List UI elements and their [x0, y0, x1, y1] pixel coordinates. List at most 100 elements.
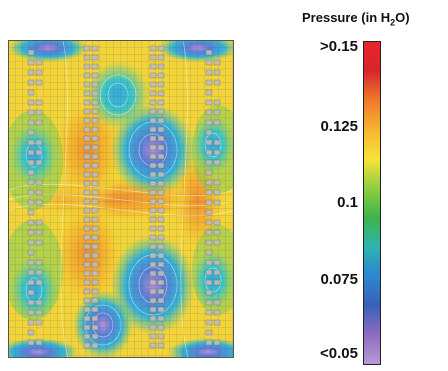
perforated-tile: [205, 269, 213, 276]
perforated-tile: [205, 229, 213, 236]
perforated-tile: [157, 81, 165, 88]
perforated-tile: [83, 99, 91, 106]
perforated-tile: [157, 99, 165, 106]
perforated-tile: [91, 135, 99, 142]
perforated-tile: [91, 180, 99, 187]
perforated-tile: [27, 269, 35, 276]
legend-title-end: O): [395, 10, 410, 25]
perforated-tile: [205, 289, 213, 296]
perforated-tile: [35, 59, 43, 66]
perforated-tile: [149, 243, 157, 250]
perforated-tile: [149, 63, 157, 70]
perforated-tile: [91, 117, 99, 124]
perforated-tile: [27, 129, 35, 136]
perforated-tile: [35, 149, 43, 156]
perforated-tile: [213, 199, 221, 206]
tick-label-0-1: 0.1: [337, 194, 358, 211]
perforated-tile: [149, 144, 157, 151]
perforated-tile: [83, 342, 91, 349]
perforated-tile: [91, 225, 99, 232]
perforated-tile: [91, 297, 99, 304]
perforated-tile: [213, 259, 221, 266]
perforated-tile: [149, 117, 157, 124]
perforated-tile: [83, 234, 91, 241]
perforated-tile: [205, 249, 213, 256]
perforated-tile: [27, 309, 35, 316]
perforated-tile: [83, 45, 91, 52]
perforated-tile: [83, 90, 91, 97]
perforated-tile: [149, 54, 157, 61]
perforated-tile: [27, 119, 35, 126]
perforated-tile: [213, 219, 221, 226]
perforated-tile: [149, 306, 157, 313]
perforated-tile: [27, 319, 35, 326]
perforated-tile: [91, 252, 99, 259]
tick-label-min: <0.05: [320, 345, 358, 362]
perforated-tile: [35, 339, 43, 346]
perforated-tile: [91, 207, 99, 214]
perforated-tile: [205, 329, 213, 336]
perforated-tile: [83, 117, 91, 124]
perforated-tile: [83, 171, 91, 178]
perforated-tile: [91, 234, 99, 241]
perforated-tile: [91, 144, 99, 151]
perforated-tile: [35, 69, 43, 76]
perforated-tile: [157, 144, 165, 151]
perforated-tile: [205, 239, 213, 246]
perforated-tile: [205, 119, 213, 126]
perforated-tile: [35, 229, 43, 236]
perforated-tile: [157, 72, 165, 79]
perforated-tile: [83, 333, 91, 340]
perforated-tile: [35, 189, 43, 196]
perforated-tile: [157, 225, 165, 232]
perforated-tile: [27, 99, 35, 106]
perforated-tile: [27, 279, 35, 286]
perforated-tile: [149, 297, 157, 304]
perforated-tile: [149, 162, 157, 169]
legend-title-main: Pressure (in H: [302, 10, 391, 25]
perforated-tile: [205, 169, 213, 176]
perforated-tile: [91, 261, 99, 268]
perforated-tile: [91, 306, 99, 313]
perforated-tile: [35, 279, 43, 286]
perforated-tile: [83, 207, 91, 214]
perforated-tile: [149, 216, 157, 223]
colorbar: [363, 41, 381, 365]
tick-label-0-125: 0.125: [320, 118, 358, 135]
legend-title: Pressure (in H2O): [302, 10, 410, 28]
perforated-tile: [35, 139, 43, 146]
perforated-tile: [213, 319, 221, 326]
perforated-tile: [157, 54, 165, 61]
perforated-tile: [83, 297, 91, 304]
perforated-tile: [157, 216, 165, 223]
perforated-tile: [149, 153, 157, 160]
perforated-tile: [157, 324, 165, 331]
perforated-tile: [157, 63, 165, 70]
perforated-tile: [157, 333, 165, 340]
perforated-tile: [83, 81, 91, 88]
perforated-tile: [27, 189, 35, 196]
perforated-tile: [157, 189, 165, 196]
perforated-tile: [205, 79, 213, 86]
perforated-tile: [149, 126, 157, 133]
perforated-tile: [35, 109, 43, 116]
perforated-tile: [149, 90, 157, 97]
perforated-tile: [83, 108, 91, 115]
perforated-tile: [149, 261, 157, 268]
perforated-tile: [205, 59, 213, 66]
perforated-tile: [27, 339, 35, 346]
perforated-tile: [91, 270, 99, 277]
perforated-tile: [83, 279, 91, 286]
perforated-tile: [83, 126, 91, 133]
perforated-tile: [149, 72, 157, 79]
perforated-tile: [149, 288, 157, 295]
perforated-tile: [35, 199, 43, 206]
perforated-tile: [149, 207, 157, 214]
perforated-tile: [83, 288, 91, 295]
perforated-tile: [35, 99, 43, 106]
perforated-tile: [83, 63, 91, 70]
perforated-tile: [205, 99, 213, 106]
perforated-tile: [27, 59, 35, 66]
perforated-tile: [213, 119, 221, 126]
perforated-tile: [83, 153, 91, 160]
